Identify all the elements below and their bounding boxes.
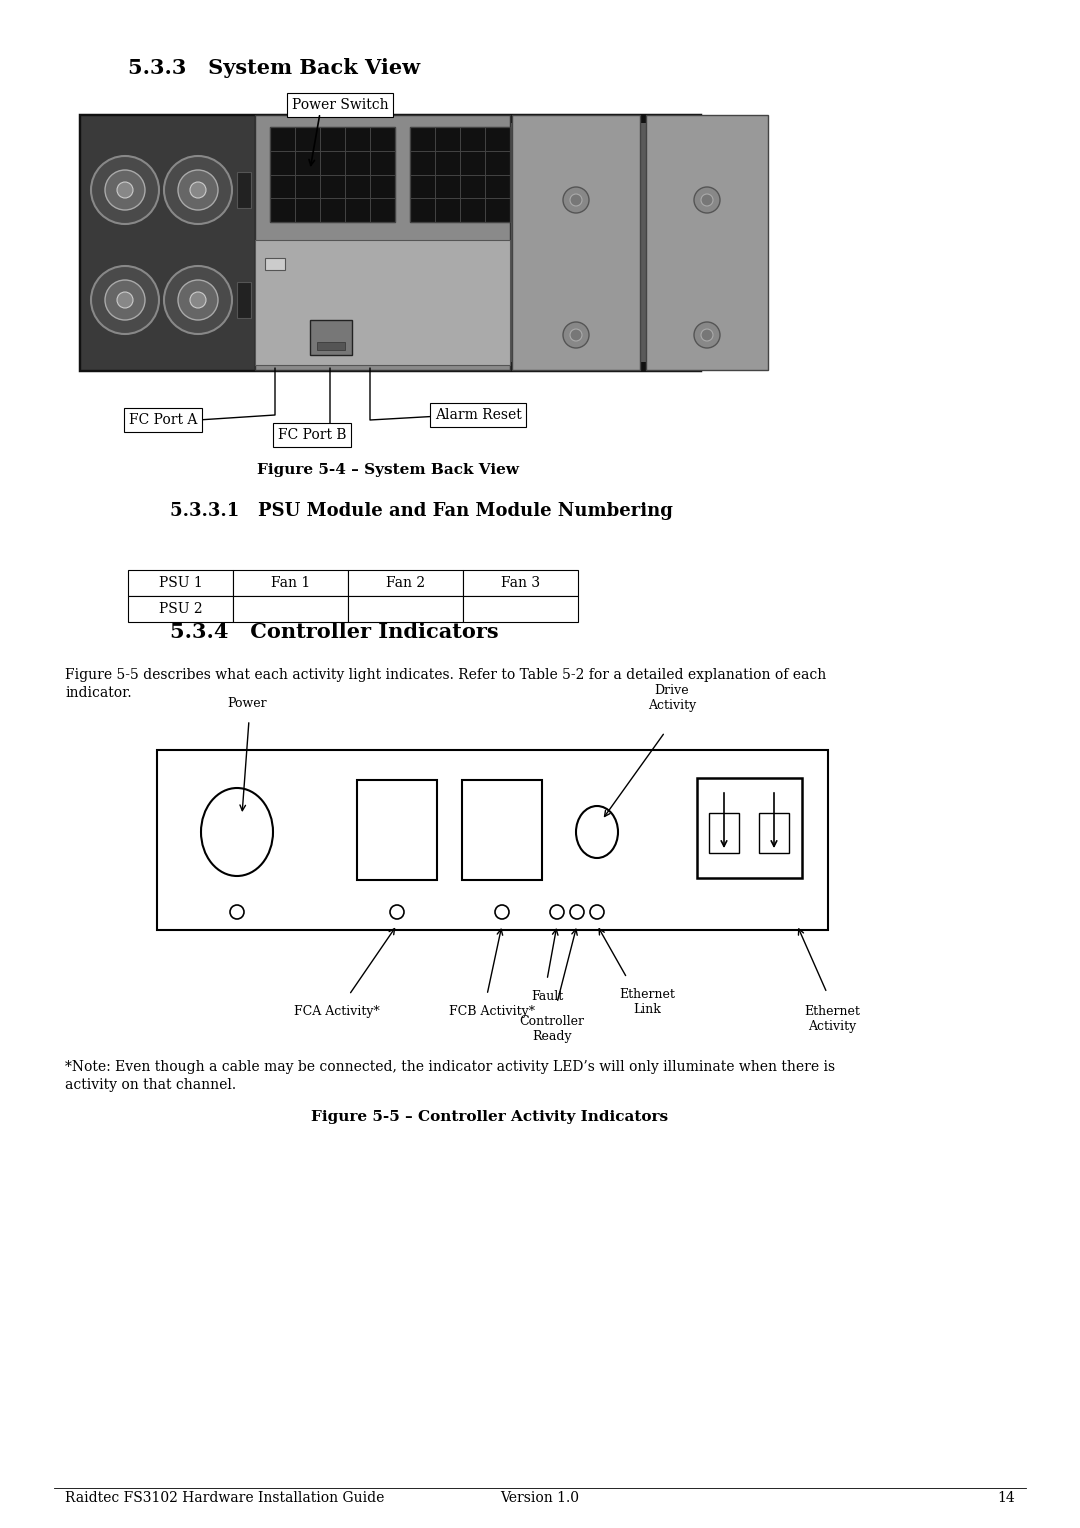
Bar: [357, 779, 437, 880]
Circle shape: [563, 322, 589, 348]
Bar: [265, 258, 285, 270]
Ellipse shape: [576, 805, 618, 859]
Text: Alarm Reset: Alarm Reset: [434, 408, 522, 422]
Circle shape: [570, 905, 584, 918]
Bar: [410, 127, 510, 222]
Bar: [80, 115, 700, 122]
Bar: [462, 779, 542, 880]
Circle shape: [390, 905, 404, 918]
Text: 5.3.3.1   PSU Module and Fan Module Numbering: 5.3.3.1 PSU Module and Fan Module Number…: [170, 503, 673, 520]
Bar: [270, 127, 395, 222]
Bar: [237, 173, 251, 208]
Circle shape: [570, 194, 582, 206]
Text: PSU 2: PSU 2: [159, 602, 202, 616]
Bar: [129, 570, 233, 596]
Text: FC Port B: FC Port B: [278, 428, 347, 442]
Text: *Note: Even though a cable may be connected, the indicator activity LED’s will o: *Note: Even though a cable may be connec…: [65, 1060, 835, 1074]
Circle shape: [495, 905, 509, 918]
Circle shape: [190, 292, 206, 309]
Text: Ethernet
Link: Ethernet Link: [619, 989, 675, 1016]
Circle shape: [105, 280, 145, 319]
Bar: [463, 570, 578, 596]
Circle shape: [694, 186, 720, 212]
Circle shape: [117, 182, 133, 199]
Text: Fan 1: Fan 1: [271, 576, 310, 590]
Circle shape: [570, 329, 582, 341]
Circle shape: [91, 156, 159, 225]
Bar: [708, 813, 739, 853]
Text: Fault: Fault: [531, 990, 563, 1002]
Text: Figure 5-5 describes what each activity light indicates. Refer to Table 5-2 for : Figure 5-5 describes what each activity …: [65, 668, 826, 681]
Circle shape: [164, 266, 232, 335]
Text: 5.3.4   Controller Indicators: 5.3.4 Controller Indicators: [170, 622, 499, 642]
Text: Controller
Ready: Controller Ready: [519, 1015, 584, 1044]
Bar: [759, 813, 789, 853]
Bar: [237, 283, 251, 318]
Bar: [318, 342, 345, 350]
Text: FC Port A: FC Port A: [129, 413, 198, 426]
Bar: [697, 778, 802, 879]
Circle shape: [178, 170, 218, 209]
Bar: [255, 240, 510, 365]
Bar: [463, 596, 578, 622]
Bar: [157, 750, 828, 931]
Text: Version 1.0: Version 1.0: [500, 1491, 580, 1505]
Text: Ethernet
Activity: Ethernet Activity: [805, 1005, 860, 1033]
Bar: [80, 362, 700, 370]
Text: FCB Activity*: FCB Activity*: [449, 1005, 535, 1018]
Ellipse shape: [201, 788, 273, 876]
Circle shape: [550, 905, 564, 918]
Text: Figure 5-5 – Controller Activity Indicators: Figure 5-5 – Controller Activity Indicat…: [311, 1109, 669, 1125]
Circle shape: [590, 905, 604, 918]
Bar: [310, 319, 352, 354]
Text: FCA Activity*: FCA Activity*: [294, 1005, 380, 1018]
Bar: [80, 115, 700, 370]
Bar: [512, 115, 640, 370]
Bar: [233, 596, 348, 622]
Circle shape: [178, 280, 218, 319]
Text: Fan 2: Fan 2: [386, 576, 426, 590]
Bar: [646, 115, 768, 370]
Circle shape: [694, 322, 720, 348]
Circle shape: [190, 182, 206, 199]
Text: Drive
Activity: Drive Activity: [648, 685, 697, 712]
Circle shape: [117, 292, 133, 309]
Bar: [255, 115, 510, 370]
Text: Raidtec FS3102 Hardware Installation Guide: Raidtec FS3102 Hardware Installation Gui…: [65, 1491, 384, 1505]
Text: Power: Power: [227, 697, 267, 711]
Circle shape: [105, 170, 145, 209]
Circle shape: [164, 156, 232, 225]
Text: indicator.: indicator.: [65, 686, 132, 700]
Text: 14: 14: [997, 1491, 1015, 1505]
Text: Fan 3: Fan 3: [501, 576, 540, 590]
Circle shape: [563, 186, 589, 212]
Text: 5.3.3   System Back View: 5.3.3 System Back View: [129, 58, 420, 78]
Bar: [348, 570, 463, 596]
Bar: [233, 570, 348, 596]
Circle shape: [91, 266, 159, 335]
Circle shape: [701, 329, 713, 341]
Bar: [80, 115, 255, 370]
Text: PSU 1: PSU 1: [159, 576, 202, 590]
Circle shape: [230, 905, 244, 918]
Text: activity on that channel.: activity on that channel.: [65, 1077, 237, 1093]
Bar: [348, 596, 463, 622]
Bar: [129, 596, 233, 622]
Text: Figure 5-4 – System Back View: Figure 5-4 – System Back View: [257, 463, 519, 477]
Circle shape: [701, 194, 713, 206]
Text: Power Switch: Power Switch: [292, 98, 389, 112]
